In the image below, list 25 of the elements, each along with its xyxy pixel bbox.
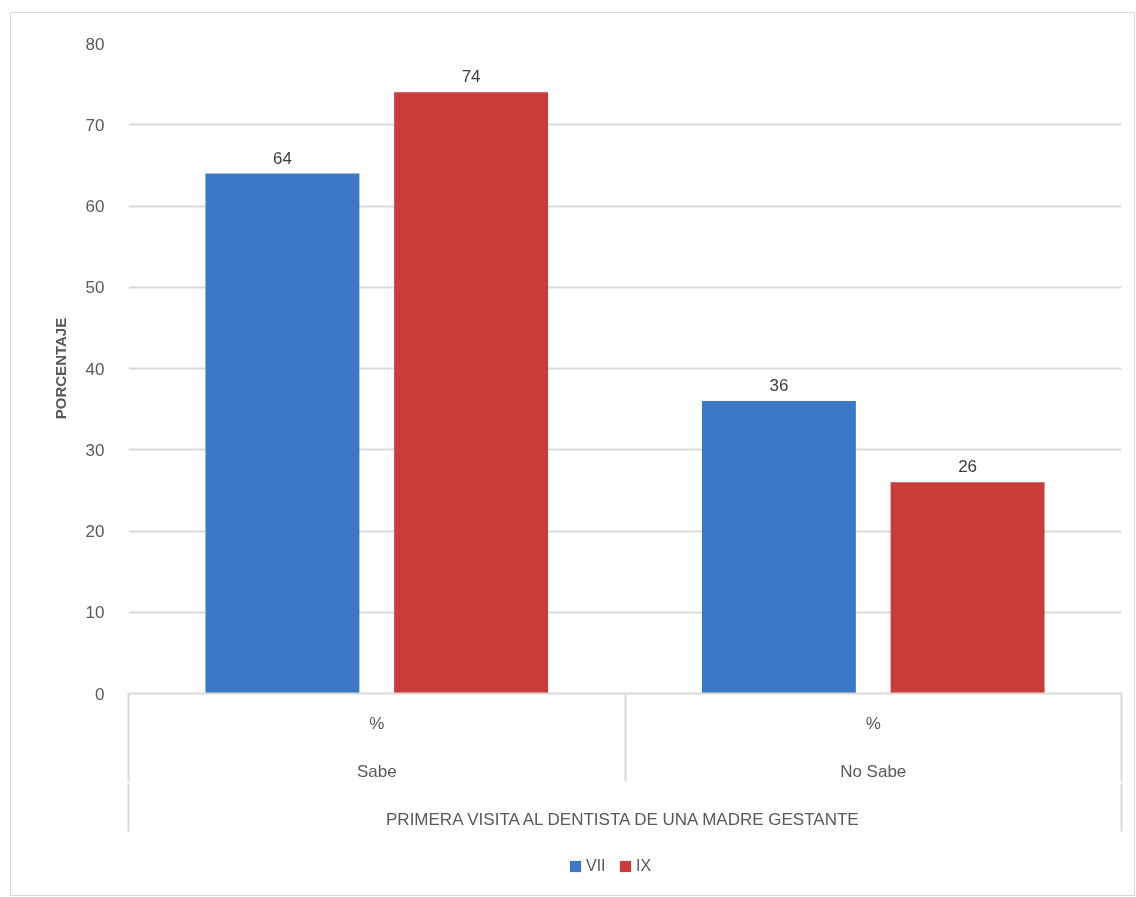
data-label: 26 (958, 457, 978, 477)
legend-label: IX (636, 857, 653, 875)
y-tick-label: 0 (95, 684, 105, 704)
text: % (865, 713, 881, 733)
bar (701, 401, 856, 694)
y-tick-label: 80 (85, 34, 105, 54)
y-tick-label: 40 (85, 359, 105, 379)
x-axis-title: PRIMERA VISITA AL DENTISTA DE UNA MADRE GESTANTE (386, 809, 859, 829)
bar (394, 92, 549, 694)
data-label: 74 (461, 67, 481, 87)
x-tick-label: No Sabe (840, 761, 907, 781)
x-tick-label: Sabe (356, 761, 397, 781)
y-tick-label: 60 (85, 197, 105, 216)
y-tick-label: 30 (85, 440, 105, 460)
y-tick-label: 70 (85, 115, 105, 135)
bar (205, 173, 360, 694)
y-tick-label: 50 (85, 278, 105, 298)
data-label: 64 (272, 148, 292, 168)
data-label: 36 (769, 376, 789, 395)
bar (890, 482, 1045, 694)
text: % (369, 713, 385, 733)
y-tick-label: 10 (85, 603, 105, 623)
legend-label: VII (586, 857, 606, 875)
y-axis-title: PORCENTAJE (51, 317, 69, 420)
y-tick-label: 20 (85, 522, 105, 541)
